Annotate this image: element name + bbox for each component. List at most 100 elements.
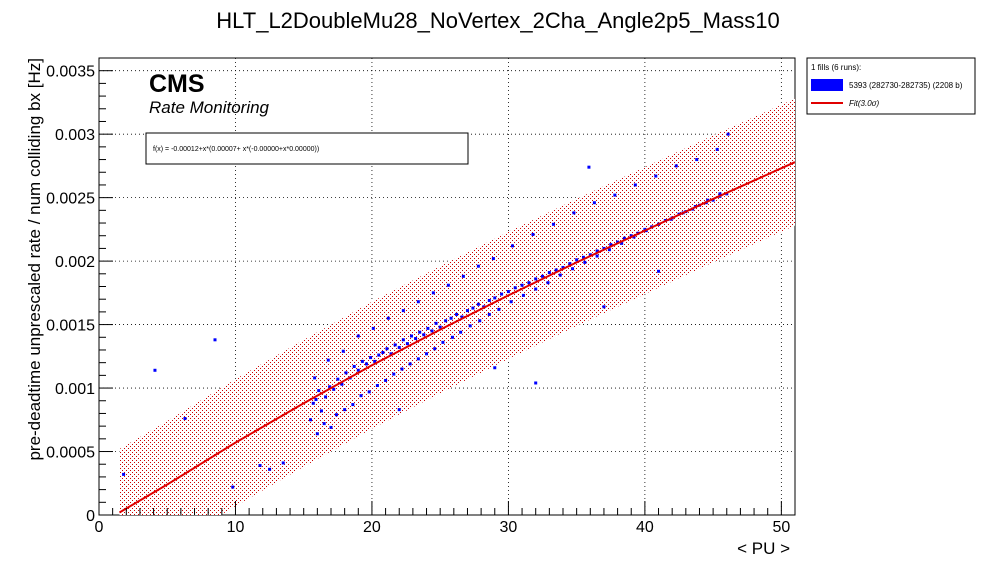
data-point xyxy=(418,330,422,334)
data-point xyxy=(558,273,562,277)
data-point xyxy=(332,387,336,391)
axes: 0 10 20 30 40 50 0 0.0005 0.001 0.0015 0.002 0.0025… xyxy=(46,64,796,536)
data-point xyxy=(344,371,348,375)
data-point xyxy=(268,467,272,471)
legend-swatch-fill xyxy=(811,79,843,91)
data-point xyxy=(369,356,373,360)
data-point xyxy=(397,408,401,412)
fit-band xyxy=(119,98,795,515)
data-point xyxy=(438,325,442,329)
data-point xyxy=(426,326,430,330)
data-point xyxy=(654,174,658,178)
data-point xyxy=(487,298,491,302)
data-point xyxy=(568,262,572,266)
x-tick-label: 40 xyxy=(636,519,654,536)
data-point xyxy=(441,340,445,344)
data-point xyxy=(493,296,497,300)
data-point xyxy=(581,255,585,259)
data-point xyxy=(588,253,592,257)
data-point xyxy=(711,198,715,202)
data-point xyxy=(414,337,418,341)
y-tick-label: 0.0035 xyxy=(46,64,95,81)
data-point xyxy=(397,345,401,349)
legend-label-fit: Fit(3.0σ) xyxy=(849,99,879,108)
data-point xyxy=(375,384,379,388)
data-point xyxy=(602,246,606,250)
data-point xyxy=(616,240,620,244)
data-point xyxy=(314,397,318,401)
data-point xyxy=(491,257,495,261)
data-point xyxy=(546,281,550,285)
data-point xyxy=(455,312,459,316)
data-point xyxy=(471,306,475,310)
data-point xyxy=(531,232,535,236)
data-point xyxy=(575,258,579,262)
data-point xyxy=(695,158,699,162)
y-tick-label: 0.001 xyxy=(55,381,95,398)
fit-curve xyxy=(118,161,795,514)
data-point xyxy=(478,319,482,323)
data-point xyxy=(400,367,404,371)
fit-formula-box xyxy=(145,132,469,165)
data-point xyxy=(343,408,347,412)
data-point xyxy=(497,307,501,311)
data-point xyxy=(319,409,323,413)
data-point xyxy=(449,316,453,320)
data-point xyxy=(607,248,611,252)
data-point xyxy=(513,286,517,290)
data-point xyxy=(401,338,405,342)
data-point xyxy=(583,260,587,264)
data-point xyxy=(487,312,491,316)
data-point xyxy=(657,269,661,273)
data-point xyxy=(476,302,480,306)
data-point xyxy=(371,326,375,330)
data-point xyxy=(520,283,524,287)
data-point xyxy=(592,201,596,205)
data-point xyxy=(506,290,510,294)
data-point xyxy=(433,347,437,351)
data-point xyxy=(311,401,315,405)
data-point xyxy=(351,403,355,407)
data-point xyxy=(410,334,414,338)
data-point xyxy=(726,132,730,136)
data-point xyxy=(718,192,722,196)
data-point xyxy=(431,291,435,295)
data-point xyxy=(629,234,633,238)
data-point xyxy=(622,236,626,240)
data-point xyxy=(476,264,480,268)
data-point xyxy=(609,243,613,247)
data-point xyxy=(534,287,538,291)
data-point xyxy=(213,338,217,342)
data-point xyxy=(392,372,396,376)
data-point xyxy=(595,249,599,253)
data-point xyxy=(326,358,330,362)
data-point xyxy=(389,352,393,356)
data-point xyxy=(384,378,388,382)
data-point xyxy=(434,321,438,325)
data-point xyxy=(465,309,469,313)
data-point xyxy=(595,254,599,258)
legend-header: 1 fills (6 runs): xyxy=(811,63,861,72)
data-point xyxy=(313,376,317,380)
data-point xyxy=(534,277,538,281)
data-point xyxy=(231,485,235,489)
data-point xyxy=(336,377,340,381)
data-point xyxy=(674,164,678,168)
y-tick-label: 0.0015 xyxy=(46,318,95,335)
data-point xyxy=(422,333,426,337)
data-point xyxy=(281,461,285,465)
data-point xyxy=(460,315,464,319)
data-point xyxy=(408,362,412,366)
data-point xyxy=(122,472,126,476)
fit-formula: f(x) = -0.00012+x*(0.00007+ x*(-0.00000+… xyxy=(153,146,319,153)
x-tick-label: 0 xyxy=(95,519,104,536)
data-point xyxy=(340,382,344,386)
data-point xyxy=(352,364,356,368)
data-point xyxy=(359,394,363,398)
data-point xyxy=(521,293,525,297)
data-point xyxy=(509,300,513,304)
data-point xyxy=(416,300,420,304)
data-point xyxy=(341,349,345,353)
x-tick-label: 50 xyxy=(772,519,790,536)
